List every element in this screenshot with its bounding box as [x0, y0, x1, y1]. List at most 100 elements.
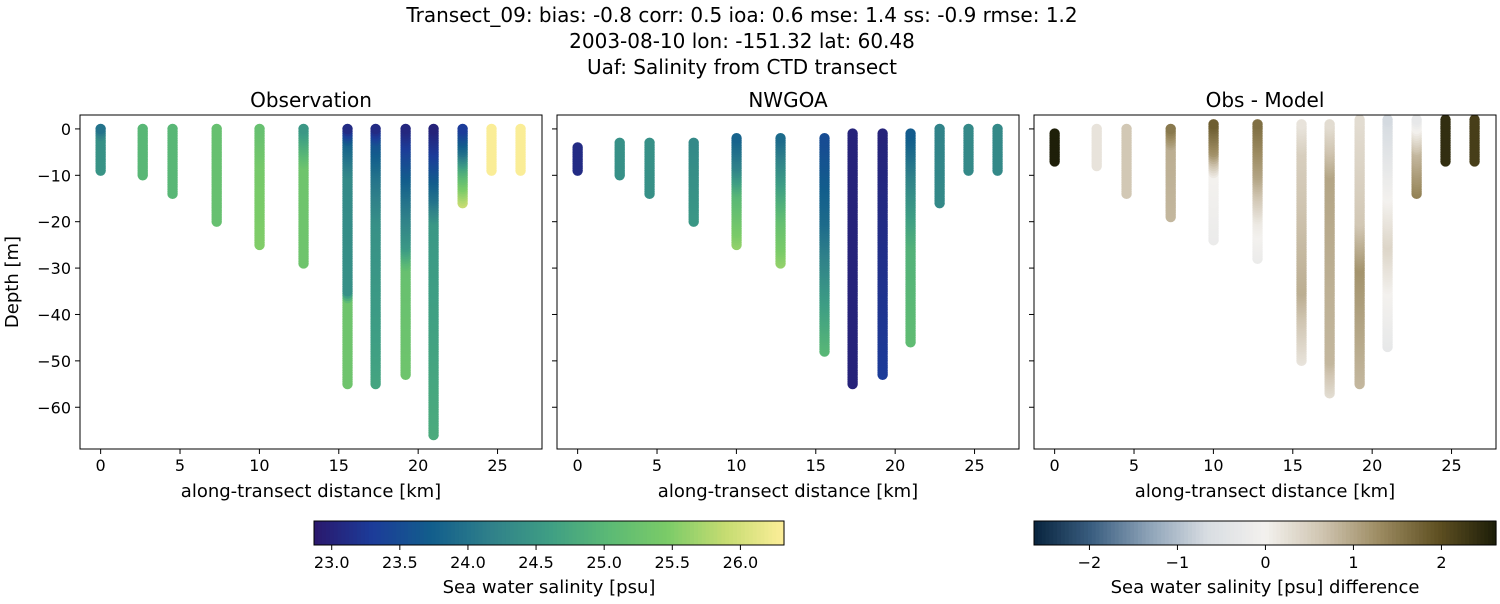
data-point [819, 132, 830, 144]
colorbar-swatch [1226, 521, 1231, 545]
x-tick-label: 15 [1283, 456, 1303, 475]
colorbar-swatch [1353, 521, 1358, 545]
colorbar-swatch [549, 521, 554, 545]
colorbar-swatch [1268, 521, 1274, 545]
colorbar-swatch [545, 521, 550, 545]
colorbar-swatch [717, 521, 722, 545]
colorbar-swatch [1322, 521, 1328, 545]
colorbar-swatch [1345, 521, 1351, 545]
colorbar-swatch [1442, 521, 1447, 545]
colorbar-swatch [1184, 521, 1189, 545]
colorbar-swatch [619, 521, 625, 545]
colorbar-swatch [1157, 521, 1162, 545]
x-tick-label: 5 [652, 456, 662, 475]
colorbar-2: −2 −1 0 1 2 Sea water salinity [psu] differen… [1033, 520, 1497, 598]
colorbar-swatch [486, 521, 491, 545]
colorbar-swatch [693, 521, 699, 545]
x-tick-label: 20 [885, 456, 905, 475]
colorbar-swatch [1161, 521, 1166, 545]
colorbar-swatch [498, 521, 503, 545]
colorbar-swatch [341, 521, 346, 545]
station-profile [457, 123, 468, 209]
x-tick-label: 0 [573, 456, 583, 475]
colorbar-swatch [1280, 521, 1285, 545]
x-tick-label: 25 [964, 456, 984, 475]
x-tick-label: 20 [408, 456, 428, 475]
colorbar-swatch [317, 521, 323, 545]
data-point [1469, 114, 1480, 125]
station-profile [1121, 123, 1132, 200]
station-profile [254, 123, 265, 251]
colorbar-swatch [662, 521, 668, 545]
station-profile [1469, 114, 1480, 167]
colorbar-tick-label: 2 [1436, 553, 1446, 572]
colorbar-swatch [1265, 521, 1270, 545]
colorbar-swatch [1392, 521, 1397, 545]
colorbar-swatch [1253, 521, 1258, 545]
colorbar-swatch [697, 521, 703, 545]
station-profile [992, 123, 1003, 176]
colorbar-swatch [1060, 521, 1066, 545]
colorbar-swatch [1188, 521, 1193, 545]
colorbar-swatch [458, 521, 464, 545]
colorbar-tick-label: 23.5 [382, 553, 418, 572]
colorbar-swatch [682, 521, 687, 545]
colorbar-swatch [447, 521, 452, 545]
data-point [1049, 128, 1060, 139]
data-point [877, 128, 888, 139]
colorbar-swatch [337, 521, 343, 545]
station-profile [963, 123, 974, 176]
station-profile [137, 123, 148, 181]
colorbar-swatch [756, 521, 762, 545]
colorbar-swatch [1103, 521, 1108, 545]
colorbar-swatch [635, 521, 640, 545]
colorbar-swatch [1484, 521, 1489, 545]
data-point [167, 123, 178, 135]
data-point [1354, 114, 1365, 125]
data-points [1049, 114, 1480, 399]
colorbar-swatch [384, 521, 390, 545]
colorbar-swatch [631, 521, 636, 545]
colorbar-swatch [423, 521, 429, 545]
colorbar-tick-label: 24.5 [518, 553, 554, 572]
colorbar-swatch [748, 521, 754, 545]
data-point [572, 142, 583, 153]
colorbar-swatch [568, 521, 574, 545]
colorbar-swatch [1326, 521, 1332, 545]
colorbar-swatch [1307, 521, 1312, 545]
colorbar-swatch [686, 521, 691, 545]
station-profile [905, 128, 916, 348]
colorbar-swatch [1095, 521, 1101, 545]
title-line-2: 2003-08-10 lon: -151.32 lat: 60.48 [569, 29, 915, 53]
colorbar-swatch [646, 521, 652, 545]
colorbar-swatch [1137, 521, 1143, 545]
panel-2: NWGOA 0 5 10 15 20 25 along-transect distance [… [552, 88, 1020, 502]
data-point [211, 123, 222, 135]
colorbar-swatch [1145, 521, 1151, 545]
station-profile [1049, 128, 1060, 167]
x-tick-label: 10 [249, 456, 269, 475]
x-tick-label: 10 [1203, 456, 1223, 475]
colorbar-swatch [623, 521, 628, 545]
colorbar-swatch [643, 521, 648, 545]
colorbar-swatch [427, 521, 433, 545]
colorbar-swatch [541, 521, 546, 545]
colorbar-swatch [1299, 521, 1305, 545]
colorbar-swatch [1068, 521, 1074, 545]
colorbar-swatch [1415, 521, 1420, 545]
colorbar-swatch [572, 521, 578, 545]
colorbar-swatch [1053, 521, 1058, 545]
colorbar-swatch [721, 521, 726, 545]
data-point [847, 128, 858, 139]
data-point [1382, 114, 1393, 125]
colorbar-swatch [744, 521, 750, 545]
colorbar-swatch [1084, 521, 1089, 545]
data-point [370, 123, 381, 135]
colorbar-swatch [1303, 521, 1308, 545]
colorbar-swatch [603, 521, 609, 545]
station-profile [370, 123, 381, 390]
x-tick-label: 5 [175, 456, 185, 475]
colorbar-swatch [678, 521, 683, 545]
station-profile [342, 123, 353, 390]
colorbar-swatch [1411, 521, 1416, 545]
